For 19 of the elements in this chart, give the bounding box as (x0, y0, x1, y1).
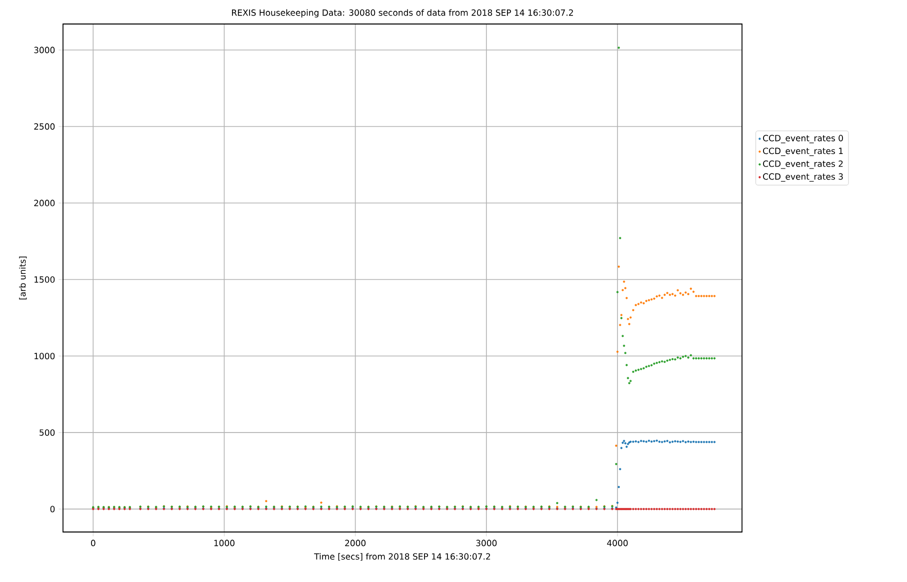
y-tick-label: 500 (40, 429, 55, 436)
y-axis-title: [arb units] (19, 256, 27, 300)
x-tick-label: 4000 (607, 540, 628, 546)
x-tick-label: 0 (91, 540, 96, 546)
y-tick-label: 1000 (34, 352, 55, 360)
y-tick-label: 2000 (34, 200, 55, 206)
legend-label: CCD_event_rates 3 (763, 173, 843, 182)
x-axis-title: Time [secs] from 2018 SEP 14 16:30:07.2 (314, 553, 490, 561)
legend-label: CCD_event_rates 0 (763, 134, 843, 144)
y-tick-label: 3000 (34, 46, 55, 54)
x-tick-label: 3000 (476, 540, 497, 546)
legend-label: CCD_event_rates 2 (763, 160, 843, 169)
y-tick-label: 0 (50, 506, 55, 512)
y-tick-label: 1500 (34, 276, 55, 283)
chart-title: REXIS Housekeeping Data: 30080 seconds of data from 2018 SEP 14 16:30:07.2 (232, 9, 573, 18)
y-tick-label: 2500 (34, 123, 55, 130)
legend-label: CCD_event_rates 1 (763, 148, 843, 156)
x-tick-label: 2000 (345, 540, 366, 546)
x-tick-label: 1000 (214, 540, 234, 546)
